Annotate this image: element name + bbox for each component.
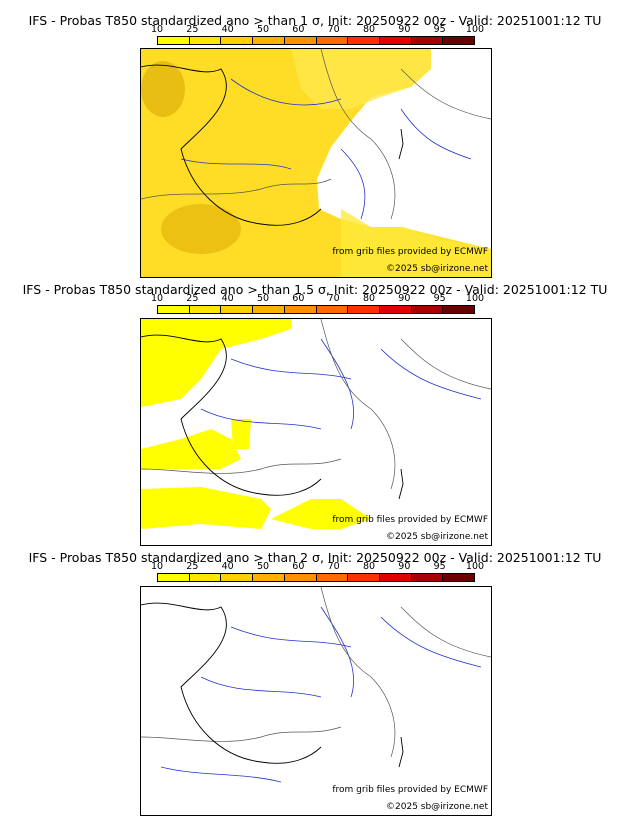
colorbar-segment [316,306,349,313]
source-credit: from grib files provided by ECMWF [332,515,488,525]
colorbar-segment [379,574,412,581]
colorbar-tick-label: 25 [186,293,199,304]
colorbar-tick-label: 95 [433,561,446,572]
colorbar-tick-label: 90 [398,561,411,572]
colorbar-strip [157,36,475,45]
colorbar-tick-label: 40 [221,561,234,572]
colorbar-tick-label: 80 [362,561,376,572]
colorbar-segment [284,306,317,313]
colorbar-segment [158,574,190,581]
probability-area [141,319,291,407]
panel-title: IFS - Probas T850 standardized ano > tha… [28,550,602,565]
colorbar-segment [316,574,349,581]
colorbar-tick-label: 50 [256,24,270,35]
colorbar-strip [157,573,475,582]
colorbar-segment [158,306,190,313]
colorbar-ticks: 10 25 40 50 60 70 80 90 95 100 [0,293,630,305]
colorbar-segment [221,306,254,313]
colorbar-tick-label: 70 [327,561,340,572]
colorbar-segment [443,37,475,44]
colorbar-segment [411,37,444,44]
colorbar-segment [316,37,349,44]
probability-area-light [341,209,491,277]
colorbar-tick-label: 40 [221,24,234,35]
colorbar-segment [348,306,380,313]
panel-title: IFS - Probas T850 standardized ano > tha… [22,282,608,297]
colorbar-segment [348,37,380,44]
colorbar-tick-label: 80 [362,293,376,304]
colorbar-segment [253,37,285,44]
colorbar-tick-label: 25 [186,561,199,572]
colorbar-tick-label: 10 [150,561,164,572]
colorbar-tick-label: 50 [256,561,270,572]
probability-area [141,487,271,529]
probability-area [271,499,371,529]
probability-area [231,419,251,449]
colorbar-strip [157,305,475,314]
colorbar-segment [443,574,475,581]
colorbar-tick-label: 60 [292,24,305,35]
colorbar-tick-label: 100 [465,561,485,572]
colorbar-tick-label: 90 [398,293,411,304]
probability-area-light [291,49,431,109]
probability-map: from grib files provided by ECMWF ©2025 … [140,48,492,278]
colorbar-tick-label: 25 [186,24,199,35]
colorbar-segment [284,574,317,581]
colorbar-segment [253,574,285,581]
copyright-credit: ©2025 sb@irizone.net [386,802,488,812]
colorbar-tick-label: 60 [292,561,305,572]
colorbar-segment [411,306,444,313]
copyright-credit: ©2025 sb@irizone.net [386,532,488,542]
probability-area [141,429,241,469]
probability-map: from grib files provided by ECMWF ©2025 … [140,586,492,816]
colorbar-tick-label: 40 [221,293,234,304]
probability-map: from grib files provided by ECMWF ©2025 … [140,318,492,546]
colorbar-segment [379,306,412,313]
probability-area [141,49,491,277]
colorbar-segment [221,574,254,581]
colorbar-segment [348,574,380,581]
colorbar-tick-label: 70 [327,293,340,304]
colorbar-segment [158,37,190,44]
colorbar-tick-label: 90 [398,24,411,35]
colorbar-segment [253,306,285,313]
colorbar-ticks: 10 25 40 50 60 70 80 90 95 100 [0,24,630,36]
colorbar-tick-label: 100 [465,293,485,304]
panel-title: IFS - Probas T850 standardized ano > tha… [28,13,602,28]
colorbar-segment [443,306,475,313]
colorbar-tick-label: 70 [327,24,340,35]
colorbar-segment [189,37,222,44]
source-credit: from grib files provided by ECMWF [332,247,488,257]
colorbar-tick-label: 50 [256,293,270,304]
colorbar-ticks: 10 25 40 50 60 70 80 90 95 100 [0,561,630,573]
colorbar-tick-label: 95 [433,24,446,35]
colorbar-tick-label: 100 [465,24,485,35]
colorbar-segment [411,574,444,581]
colorbar-segment [189,306,222,313]
colorbar-segment [189,574,222,581]
copyright-credit: ©2025 sb@irizone.net [386,264,488,274]
colorbar-tick-label: 60 [292,293,305,304]
source-credit: from grib files provided by ECMWF [332,785,488,795]
colorbar-tick-label: 10 [150,24,164,35]
colorbar-segment [379,37,412,44]
colorbar-tick-label: 95 [433,293,446,304]
colorbar-segment [221,37,254,44]
colorbar-tick-label: 80 [362,24,376,35]
colorbar-tick-label: 10 [150,293,164,304]
colorbar-segment [284,37,317,44]
